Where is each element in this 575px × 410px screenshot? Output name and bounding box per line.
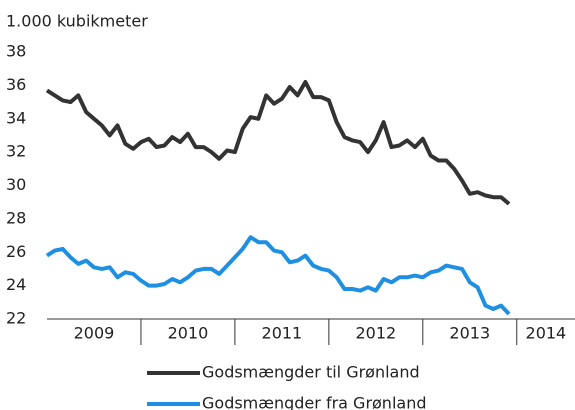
- x-tick-label: 2009: [74, 324, 115, 343]
- y-tick-label: 32: [6, 142, 26, 161]
- legend-label: Godsmængder fra Grønland: [202, 394, 427, 410]
- y-tick-label: 30: [6, 175, 26, 194]
- y-tick-label: 26: [6, 242, 26, 261]
- series-line: [45, 80, 511, 206]
- x-tick-label: 2010: [168, 324, 209, 343]
- y-tick-label: 28: [6, 208, 26, 227]
- y-axis-label: 1.000 kubikmeter: [6, 12, 148, 31]
- x-tick-label: 2013: [449, 324, 490, 343]
- y-tick-label: 34: [6, 108, 26, 127]
- y-tick-label: 22: [6, 309, 26, 328]
- x-tick-label: 2014: [526, 324, 567, 343]
- x-tick-label: 2012: [355, 324, 396, 343]
- y-tick-label: 38: [6, 42, 26, 61]
- legend-label: Godsmængder til Grønland: [202, 363, 420, 382]
- y-tick-label: 36: [6, 75, 26, 94]
- x-tick-label: 2011: [262, 324, 303, 343]
- series-line: [45, 235, 511, 316]
- y-tick-label: 24: [6, 275, 26, 294]
